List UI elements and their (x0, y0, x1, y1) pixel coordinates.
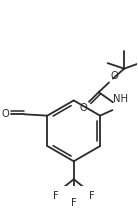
Text: F: F (53, 191, 59, 201)
Text: F: F (71, 198, 77, 208)
Text: NH: NH (113, 94, 128, 104)
Text: O: O (111, 71, 119, 81)
Text: O: O (80, 103, 88, 113)
Text: F: F (89, 191, 94, 201)
Text: O: O (2, 109, 9, 119)
